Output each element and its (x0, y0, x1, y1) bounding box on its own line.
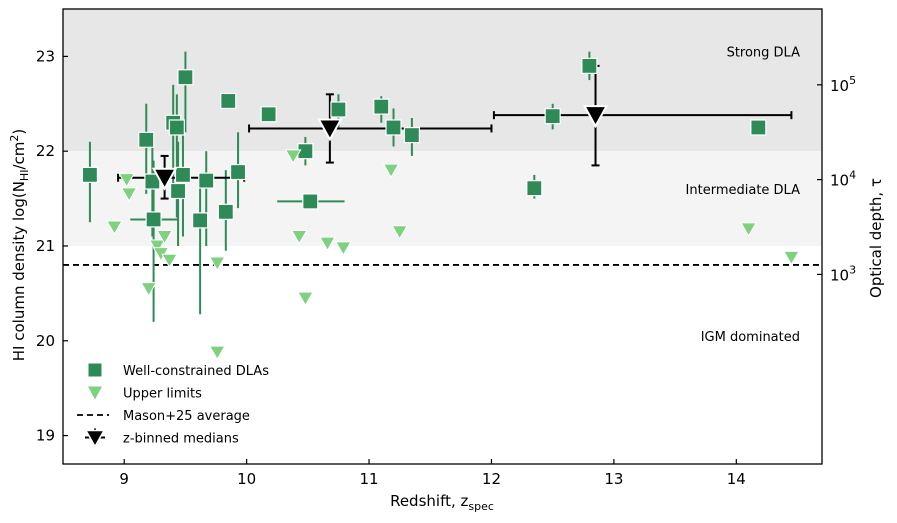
y-axis-title-main: HI column density log(N (10, 181, 28, 361)
y2-tick-label: 104 (830, 169, 856, 190)
upper-limit-point (284, 149, 302, 164)
legend-triangle-marker (88, 386, 102, 400)
y2-tick-base: 10 (830, 77, 849, 95)
upper-limit-point (391, 225, 409, 240)
dla-point (174, 166, 192, 183)
x-axis-title-main: Redshift, z (390, 492, 468, 510)
y2-tick-base: 10 (830, 172, 849, 190)
dla-point (81, 166, 99, 183)
y-axis-title-close: ) (10, 129, 28, 135)
y2-axis-title: Optical depth, τ (867, 178, 885, 298)
dla-point (229, 163, 247, 181)
dla-point (217, 203, 234, 220)
median-point (151, 167, 178, 191)
dla-point (302, 193, 319, 210)
dla-point (192, 212, 209, 229)
dla-point (750, 119, 767, 136)
legend-label: Upper limits (123, 387, 202, 402)
upper-limit-point (382, 163, 400, 179)
upper-limit-point (297, 291, 314, 307)
x-tick-label: 14 (727, 470, 746, 488)
region-label-strong-dla: Strong DLA (727, 46, 801, 61)
x-tick-label: 9 (119, 470, 129, 488)
x-tick-label: 12 (482, 470, 501, 488)
dla-point (169, 182, 187, 200)
legend: Well-constrained DLAs Upper limits Mason+2… (77, 362, 269, 449)
dla-point (168, 119, 185, 136)
upper-limit-point (319, 236, 336, 252)
y-axis-title-tail: /cm (10, 142, 28, 170)
upper-limit-point (783, 250, 800, 266)
dla-point (373, 98, 390, 115)
x-tick-label: 10 (237, 470, 256, 488)
dla-point (177, 69, 194, 86)
upper-limit-point (208, 256, 226, 272)
x-axis-title: Redshift, zspec (390, 492, 494, 513)
upper-limit-point (290, 230, 308, 245)
x-tick-label: 13 (604, 470, 623, 488)
region-labels: Strong DLA Intermediate DLA IGM dominated (686, 46, 801, 345)
y-axis-title-sub: HI (18, 170, 31, 182)
upper-limit-point (156, 230, 173, 245)
y-tick-label: 21 (36, 237, 55, 255)
dla-point (260, 106, 277, 123)
upper-limit-point (140, 282, 158, 297)
y2-tick-label: 105 (830, 74, 856, 95)
dla-point (198, 172, 215, 189)
region-label-intermediate-dla: Intermediate DLA (686, 183, 801, 198)
legend-label: Well-constrained DLAs (123, 364, 269, 379)
upper-limit-point (118, 173, 136, 188)
y-axis-title-sup: 2 (8, 135, 21, 142)
dla-point (330, 101, 347, 118)
dla-point (145, 211, 162, 228)
x-axis-title-sub: spec (468, 500, 494, 513)
y2-tick-base: 10 (830, 266, 849, 284)
dla-point (581, 57, 598, 74)
upper-limit-point (334, 241, 352, 256)
plot-frame (62, 8, 823, 465)
axes-frame (62, 8, 823, 465)
y2-tick-label: 103 (830, 263, 856, 284)
median-point (582, 105, 609, 129)
legend-label: Mason+25 average (123, 409, 250, 424)
y2-tick-exponent: 4 (849, 169, 856, 182)
dla-point (220, 92, 237, 110)
median-point (317, 118, 343, 142)
dla-point (544, 108, 561, 125)
y-tick-label: 20 (36, 332, 55, 350)
y2-tick-exponent: 3 (849, 263, 856, 276)
y-tick-label: 19 (36, 427, 55, 445)
dla-point (526, 180, 543, 197)
region-label-igm-dominated: IGM dominated (701, 330, 800, 345)
upper-limit-point (106, 220, 123, 236)
legend-square-marker (87, 362, 103, 378)
legend-label: z-binned medians (123, 432, 239, 447)
upper-limit-point (208, 345, 226, 361)
data-points (81, 57, 800, 361)
upper-limit-point (148, 239, 166, 254)
upper-limit-point (161, 253, 178, 269)
y-axis-title: HI column density log(NHI/cm2) (8, 129, 31, 361)
y2-tick-exponent: 5 (849, 74, 856, 87)
y-tick-label: 22 (36, 142, 55, 160)
axis-ticks: 910111213141920212223103104105106 (36, 0, 856, 488)
x-tick-label: 11 (360, 470, 379, 488)
dla-point (403, 126, 420, 144)
dla-point (138, 131, 155, 148)
upper-limit-point (120, 187, 138, 202)
upper-limit-point (740, 222, 757, 237)
legend-median-marker (84, 429, 106, 449)
y-tick-label: 23 (36, 47, 55, 65)
dla-point (385, 119, 402, 136)
